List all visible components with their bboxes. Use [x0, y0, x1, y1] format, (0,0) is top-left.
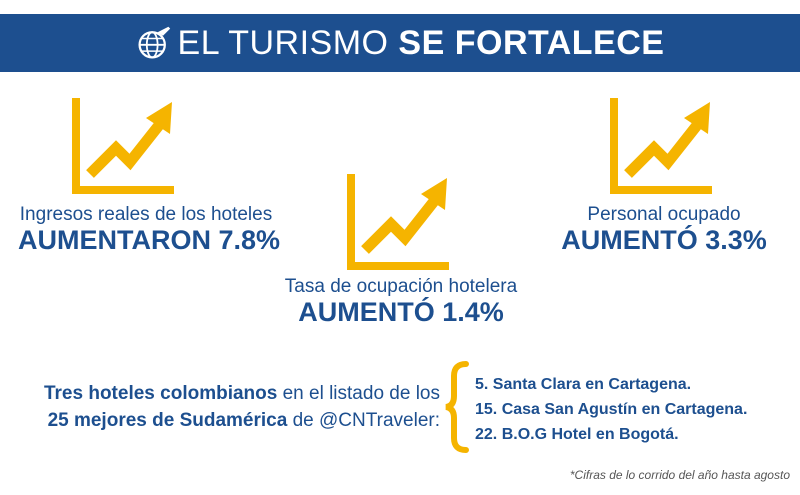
- intro-rest-2: de @CNTraveler:: [287, 410, 440, 431]
- intro-line-2: 25 mejores de Sudamérica de @CNTraveler:: [14, 407, 440, 434]
- stat-value: AUMENTÓ 3.3%: [561, 225, 767, 255]
- page-title: EL TURISMO SE FORTALECE: [178, 24, 665, 63]
- stat-label: Personal ocupado: [587, 204, 741, 225]
- stat-occupancy: Tasa de ocupación hotelera AUMENTÓ 1.4%: [276, 276, 526, 326]
- intro-bold-1: Tres hoteles colombianos: [43, 383, 278, 404]
- title-light: EL TURISMO: [177, 23, 389, 62]
- header-banner: EL TURISMO SE FORTALECE: [0, 14, 800, 72]
- growth-chart-icon: [72, 98, 174, 194]
- stat-value: AUMENTARON 7.8%: [18, 225, 281, 255]
- globe-plane-icon: [138, 26, 170, 59]
- stat-revenue: Ingresos reales de los hoteles AUMENTARO…: [18, 204, 281, 255]
- intro-rest-1: en el listado de los: [277, 383, 440, 404]
- intro-line-1: Tres hoteles colombianos en el listado d…: [14, 380, 440, 407]
- list-item: 22. B.O.G Hotel en Bogotá.: [475, 426, 679, 443]
- stat-label: Tasa de ocupación hotelera: [284, 276, 518, 297]
- stat-value: AUMENTÓ 1.4%: [298, 297, 504, 327]
- hotels-intro-text: Tres hoteles colombianos en el listado d…: [14, 380, 440, 434]
- growth-chart-icon: [610, 98, 712, 194]
- list-item: 5. Santa Clara en Cartagena.: [475, 376, 692, 393]
- growth-chart-icon: [347, 174, 449, 270]
- footnote: *Cifras de lo corrido del año hasta agos…: [569, 468, 790, 482]
- hotel-list: 5. Santa Clara en Cartagena. 15. Casa Sa…: [475, 372, 747, 447]
- curly-brace-icon: [445, 361, 469, 453]
- stat-staff: Personal ocupado AUMENTÓ 3.3%: [554, 204, 774, 254]
- list-item: 15. Casa San Agustín en Cartagena.: [475, 401, 748, 418]
- intro-bold-2: 25 mejores de Sudamérica: [47, 410, 288, 431]
- stat-label: Ingresos reales de los hoteles: [19, 204, 273, 225]
- title-bold: SE FORTALECE: [398, 23, 665, 62]
